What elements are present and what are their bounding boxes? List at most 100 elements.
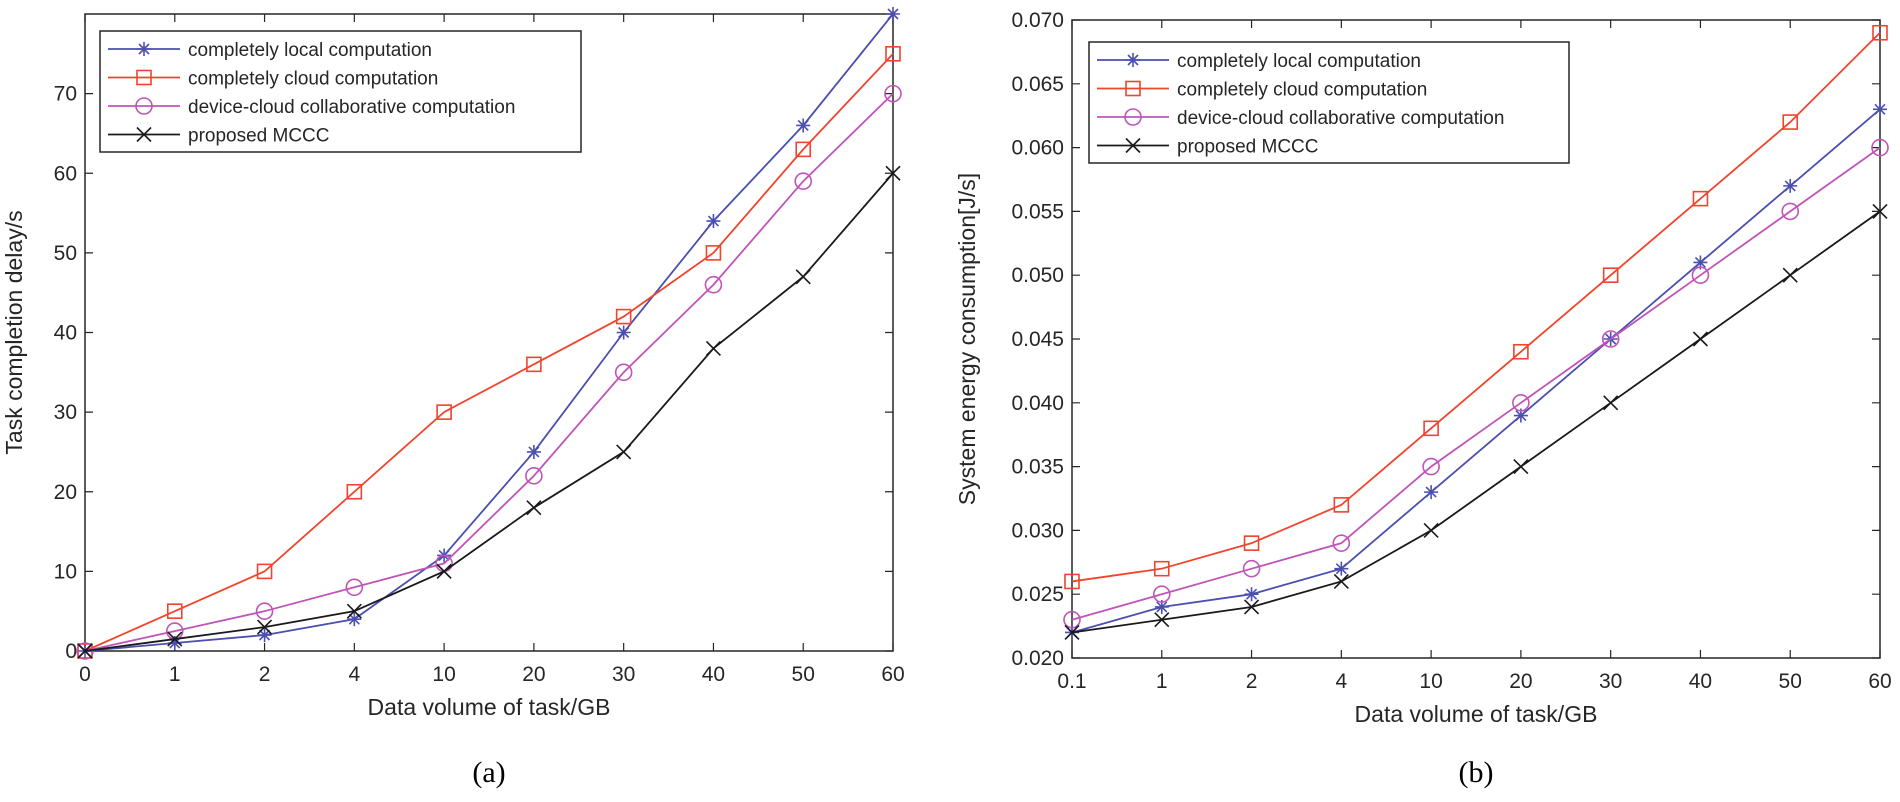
x-tick-label: 1	[1156, 670, 1168, 693]
x-tick-label: 40	[702, 663, 725, 686]
chart-b: 0.1 1 2 4 10 20 30 40 50 60 0.020 0.025 0.030 0.035 0.…	[954, 9, 1892, 789]
legend: completely local computation completely c…	[1088, 41, 1570, 164]
legend-item: completely cloud computation	[108, 69, 438, 90]
data-point	[1243, 535, 1260, 551]
data-point	[436, 563, 452, 579]
legend-marker	[1124, 108, 1142, 126]
y-tick-label: 10	[54, 560, 77, 583]
data-point	[1781, 202, 1800, 221]
x-tick-label: 4	[1335, 670, 1347, 693]
data-point	[1422, 457, 1440, 476]
x-tick-label: 30	[612, 663, 635, 686]
y-tick-label: 60	[54, 162, 77, 185]
legend-box	[99, 30, 582, 153]
data-point	[1872, 203, 1888, 219]
series-line	[84, 53, 894, 652]
data-point	[1153, 560, 1170, 577]
data-point	[1871, 138, 1889, 157]
data-point	[1332, 534, 1351, 552]
data-point	[255, 602, 274, 620]
data-point	[794, 172, 813, 191]
x-tick-label: 50	[792, 663, 815, 686]
data-point	[1423, 420, 1439, 437]
legend-marker	[1125, 80, 1141, 97]
data-point	[1513, 343, 1529, 360]
series-circle	[1063, 138, 1889, 629]
data-point	[167, 636, 182, 651]
x-tick-label: 1	[169, 663, 181, 686]
data-point	[705, 340, 722, 356]
data-point	[1602, 267, 1619, 284]
data-point	[885, 165, 901, 181]
data-point	[166, 603, 183, 619]
legend-label: completely local computation	[1177, 51, 1421, 72]
data-point	[795, 141, 812, 158]
legend-item: proposed MCCC	[1097, 137, 1319, 158]
data-point	[1423, 522, 1439, 538]
series-x	[77, 165, 901, 659]
x-tick-label: 50	[1779, 670, 1802, 693]
y-tick-label: 0.030	[1011, 519, 1064, 542]
data-point	[1873, 102, 1887, 117]
chart-caption: (b)	[1459, 756, 1494, 789]
data-point	[1513, 459, 1529, 475]
data-point	[884, 84, 902, 103]
data-point	[1782, 267, 1798, 283]
y-tick-label: 0.060	[1011, 137, 1064, 160]
data-point	[886, 7, 900, 21]
data-point	[1783, 178, 1798, 193]
legend-item: completely local computation	[1097, 51, 1421, 72]
data-point	[1333, 497, 1350, 513]
legend-label: proposed MCCC	[1177, 137, 1319, 158]
y-tick-label: 0.020	[1011, 647, 1064, 670]
legend-item: proposed MCCC	[108, 126, 330, 147]
legend-label: completely local computation	[188, 40, 432, 61]
y-axis-label: System energy consumption[J/s]	[954, 173, 980, 505]
series-line	[1071, 108, 1881, 634]
legend-marker	[1126, 53, 1140, 67]
data-point	[1692, 331, 1709, 347]
data-point	[1333, 573, 1349, 590]
data-point	[1063, 610, 1081, 629]
data-point	[1243, 599, 1260, 615]
y-tick-label: 30	[54, 401, 77, 424]
x-tick-label: 60	[1868, 670, 1891, 693]
data-point	[257, 628, 272, 643]
y-tick-label: 20	[54, 481, 77, 504]
legend-label: proposed MCCC	[188, 126, 330, 147]
data-point	[615, 308, 632, 325]
data-point	[1601, 330, 1620, 348]
data-point	[796, 118, 811, 133]
legend-marker	[136, 69, 152, 86]
data-point	[885, 46, 901, 62]
data-point	[256, 563, 273, 580]
data-point	[436, 404, 452, 420]
legend-marker	[137, 42, 151, 56]
data-point	[1782, 114, 1799, 130]
x-tick-label: 20	[1509, 670, 1532, 693]
x-tick-label: 2	[1246, 670, 1258, 693]
legend-item: device-cloud collaborative computation	[108, 97, 515, 118]
legend-label: completely cloud computation	[188, 69, 438, 90]
data-point	[525, 467, 543, 485]
data-point	[1154, 612, 1170, 628]
series-line	[84, 172, 894, 652]
x-tick-label: 30	[1599, 670, 1622, 693]
y-tick-label: 0.055	[1011, 200, 1064, 223]
y-tick-label: 0.045	[1011, 328, 1064, 351]
legend-item: device-cloud collaborative computation	[1097, 108, 1504, 129]
data-point	[1424, 485, 1439, 500]
data-point	[1064, 573, 1080, 590]
data-point	[1692, 190, 1709, 207]
y-tick-label: 0.035	[1011, 456, 1064, 479]
legend-item: completely local computation	[108, 40, 432, 61]
data-point	[614, 363, 633, 382]
legend-marker	[136, 126, 152, 143]
data-point	[1152, 585, 1171, 604]
series-square	[1064, 24, 1888, 590]
data-point	[76, 642, 94, 660]
data-point	[616, 325, 631, 340]
series-line	[1071, 146, 1881, 621]
x-tick-label: 4	[348, 663, 360, 686]
data-point	[1244, 587, 1259, 602]
